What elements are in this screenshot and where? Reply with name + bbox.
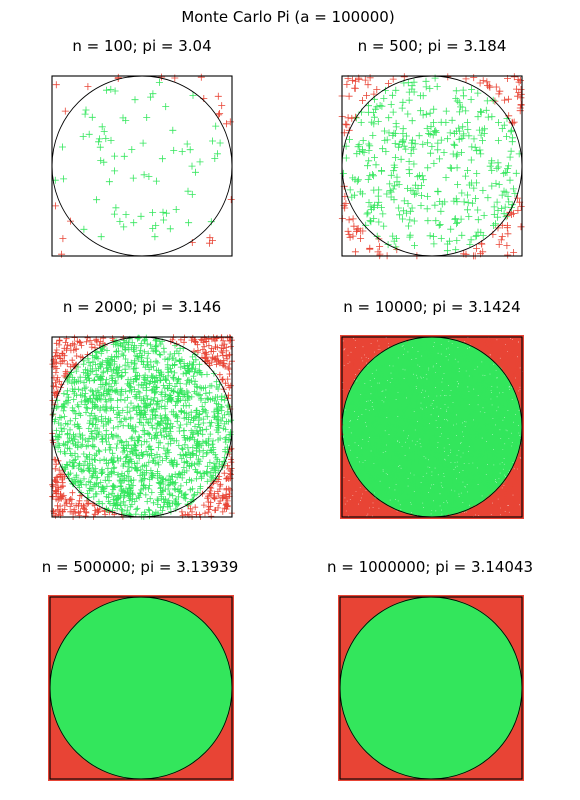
unit-circle bbox=[51, 75, 233, 257]
panel-3-plot bbox=[49, 334, 235, 520]
panel-4-plot bbox=[340, 335, 524, 519]
inside-points bbox=[339, 74, 523, 255]
unit-square-frame bbox=[341, 75, 523, 257]
panel-5-plot bbox=[48, 595, 234, 781]
unit-square-frame bbox=[341, 336, 523, 518]
panel-3-title: n = 2000; pi = 3.146 bbox=[63, 298, 221, 316]
outside-points bbox=[338, 73, 525, 260]
panel-2-plot bbox=[338, 73, 525, 260]
panel-6-plot bbox=[338, 595, 524, 781]
inside-region bbox=[339, 596, 523, 780]
point-speckle bbox=[342, 336, 523, 517]
panel-5-title: n = 500000; pi = 3.13939 bbox=[42, 558, 239, 576]
panel-1-plot bbox=[51, 73, 235, 258]
unit-square-frame bbox=[339, 596, 523, 780]
unit-square-frame bbox=[51, 336, 233, 518]
inside-points bbox=[340, 337, 523, 518]
panel-2-title: n = 500; pi = 3.184 bbox=[358, 37, 507, 55]
outside-points bbox=[49, 334, 235, 520]
inside-points bbox=[51, 78, 224, 241]
panel-1-title: n = 100; pi = 3.04 bbox=[72, 37, 211, 55]
unit-square-frame bbox=[49, 596, 233, 780]
panel-6-title: n = 1000000; pi = 3.14043 bbox=[327, 558, 533, 576]
panel-4-title: n = 10000; pi = 3.1424 bbox=[343, 298, 520, 316]
figure-title: Monte Carlo Pi (a = 100000) bbox=[181, 8, 394, 26]
inside-region bbox=[49, 596, 233, 780]
outside-points bbox=[340, 335, 524, 519]
inside-points bbox=[50, 334, 235, 520]
unit-square-frame bbox=[51, 75, 233, 257]
